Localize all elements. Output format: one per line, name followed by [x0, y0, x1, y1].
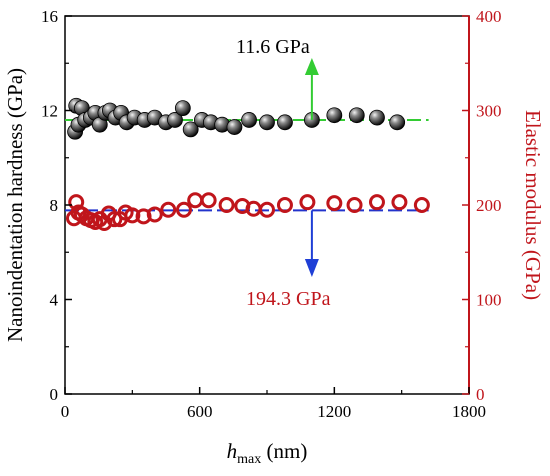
x-tick-labels: 0 600 1200 1800	[61, 402, 486, 421]
right-y-tick-label: 100	[476, 291, 502, 310]
x-tick-label: 1800	[452, 402, 486, 421]
right-y-tick-label: 300	[476, 102, 502, 121]
hardness-point	[348, 107, 365, 124]
hardness-series	[67, 97, 406, 140]
modulus-point	[218, 197, 235, 213]
x-axis-title-main: h	[227, 439, 238, 463]
hardness-point	[182, 121, 199, 138]
modulus-point	[299, 194, 316, 211]
modulus-point	[276, 197, 293, 213]
x-axis-title: hmax (nm)	[227, 439, 308, 467]
modulus-series	[65, 192, 430, 231]
hardness-point	[259, 114, 275, 131]
right-y-tick-label: 200	[476, 196, 502, 215]
hardness-point	[369, 109, 385, 126]
hardness-annotation: 11.6 GPa	[236, 36, 310, 58]
modulus-point	[200, 192, 217, 209]
hardness-point	[277, 114, 293, 131]
x-axis-title-unit: (nm)	[261, 439, 307, 463]
left-y-tick-label: 8	[50, 196, 59, 215]
left-y-tick-label: 4	[50, 291, 59, 310]
right-y-tick-label: 400	[476, 7, 502, 26]
modulus-point	[326, 195, 343, 212]
modulus-annotation: 194.3 GPa	[246, 288, 331, 310]
modulus-point	[368, 194, 385, 211]
x-tick-label: 0	[61, 402, 70, 421]
annotation-arrows	[304, 58, 319, 277]
modulus-point	[175, 201, 192, 218]
modulus-point	[346, 197, 363, 213]
right-y-axis-title: Elastic modulus (GPa)	[521, 110, 545, 300]
x-tick-label: 1200	[317, 402, 351, 421]
modulus-arrowhead	[304, 259, 319, 277]
hardness-point	[326, 107, 343, 124]
modulus-point	[124, 207, 141, 224]
left-y-tick-label: 12	[41, 102, 58, 121]
hardness-arrowhead	[304, 58, 319, 75]
x-axis-title-sub: max	[237, 452, 261, 467]
left-y-tick-label: 0	[50, 385, 59, 404]
hardness-point	[226, 119, 243, 135]
hardness-point	[167, 112, 183, 128]
right-y-tick-label: 0	[476, 385, 485, 404]
modulus-point	[259, 201, 275, 218]
hardness-point	[174, 100, 191, 117]
axis-ticks	[64, 15, 470, 395]
x-tick-label: 600	[187, 402, 213, 421]
modulus-point	[146, 206, 163, 223]
modulus-point	[160, 201, 177, 218]
left-y-tick-labels: 0 4 8 12 16	[41, 7, 59, 404]
right-y-tick-labels: 0 100 200 300 400	[476, 7, 502, 404]
left-y-axis-title: Nanoindentation hardness (GPa)	[3, 68, 27, 342]
modulus-point	[413, 197, 430, 213]
hardness-point	[241, 112, 257, 128]
left-y-tick-label: 16	[41, 7, 58, 26]
hardness-point	[389, 114, 406, 131]
modulus-point	[391, 194, 408, 211]
modulus-point	[106, 211, 123, 228]
modulus-point	[68, 194, 85, 211]
modulus-point	[187, 192, 204, 209]
